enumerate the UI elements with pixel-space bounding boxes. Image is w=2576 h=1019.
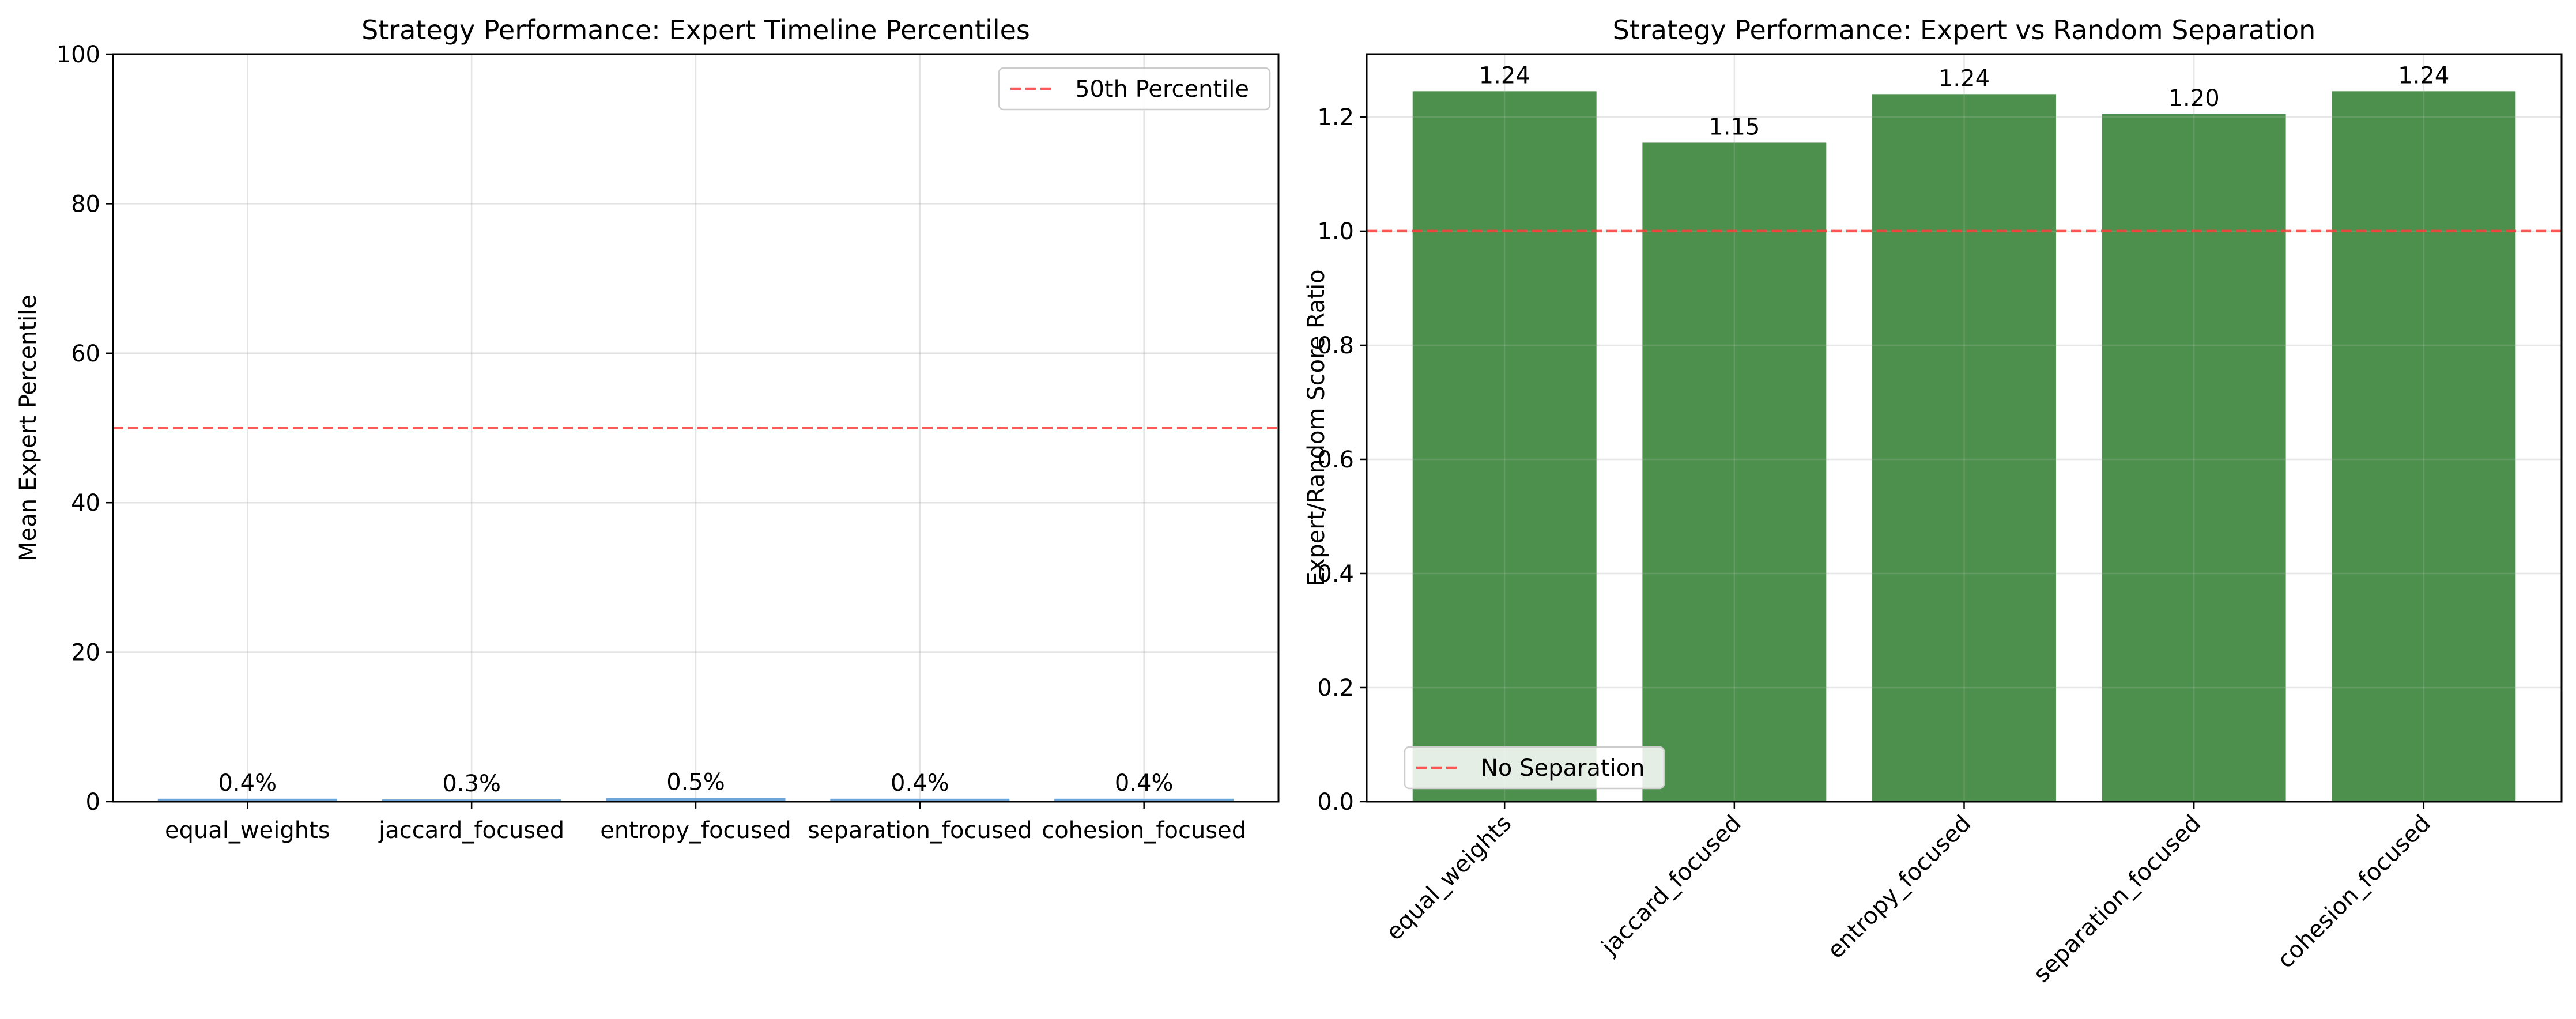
data-label: 1.24	[1938, 65, 1990, 92]
data-label: 1.15	[1708, 114, 1760, 140]
y-axis-label: Mean Expert Percentile	[15, 295, 42, 561]
bar-jaccard-focused	[1642, 142, 1827, 802]
plot-area	[113, 54, 1278, 802]
y-tick-label: 0	[86, 789, 100, 816]
x-tick-label: jaccard_focused	[378, 817, 564, 844]
chart-expert-timeline-percentiles: 0.4% 0.3% 0.5% 0.4% 0.4% 0 20 40 60 80 100 equal_we…	[15, 14, 1280, 844]
y-tick-label: 100	[56, 41, 100, 68]
bar-cohesion-focused	[1054, 798, 1234, 802]
y-tick-label: 20	[71, 640, 100, 666]
y-tick-label: 0.0	[1317, 789, 1354, 816]
y-tick-label: 0.4	[1317, 561, 1354, 587]
y-tick-label: 80	[71, 191, 100, 217]
x-tick-label: entropy_focused	[600, 817, 791, 844]
chart-title: Strategy Performance: Expert Timeline Pe…	[361, 14, 1030, 46]
y-tick-label: 1.0	[1317, 218, 1354, 245]
y-axis-label: Expert/Random Score Ratio	[1303, 269, 1330, 586]
data-label: 0.4%	[891, 770, 949, 797]
y-tick-label: 0.8	[1317, 333, 1354, 359]
y-tick-label: 0.2	[1317, 675, 1354, 701]
y-tick-label: 40	[71, 490, 100, 516]
legend-box	[998, 67, 1271, 111]
bar-separation-focused	[830, 798, 1010, 802]
bar-separation-focused	[2102, 114, 2286, 802]
x-tick-label: cohesion_focused	[1042, 817, 1246, 844]
x-tick-label: separation_focused	[808, 817, 1032, 844]
data-label: 0.5%	[666, 769, 725, 796]
legend-box	[1404, 746, 1665, 790]
data-label: 0.4%	[1115, 770, 1174, 797]
bar-equal-weights	[1412, 91, 1597, 802]
data-label: 1.24	[1479, 62, 1530, 89]
bar-equal-weights	[157, 798, 337, 802]
y-tick-label: 1.2	[1317, 104, 1354, 131]
data-label: 0.3%	[442, 771, 501, 797]
x-tick-label: equal_weights	[165, 817, 330, 844]
data-label: 1.20	[2168, 85, 2220, 112]
legend-label: No Separation	[1481, 755, 1645, 782]
bar-entropy-focused	[606, 798, 786, 802]
chart-title: Strategy Performance: Expert vs Random S…	[1613, 14, 2316, 46]
y-tick-label: 0.6	[1317, 447, 1354, 473]
y-tick-label: 60	[71, 341, 100, 367]
data-label: 1.24	[2398, 62, 2449, 89]
bar-jaccard-focused	[382, 799, 561, 802]
bar-entropy-focused	[1872, 94, 2056, 802]
legend-label: 50th Percentile	[1075, 76, 1249, 103]
data-label: 0.4%	[218, 770, 277, 797]
bar-cohesion-focused	[2332, 91, 2516, 802]
